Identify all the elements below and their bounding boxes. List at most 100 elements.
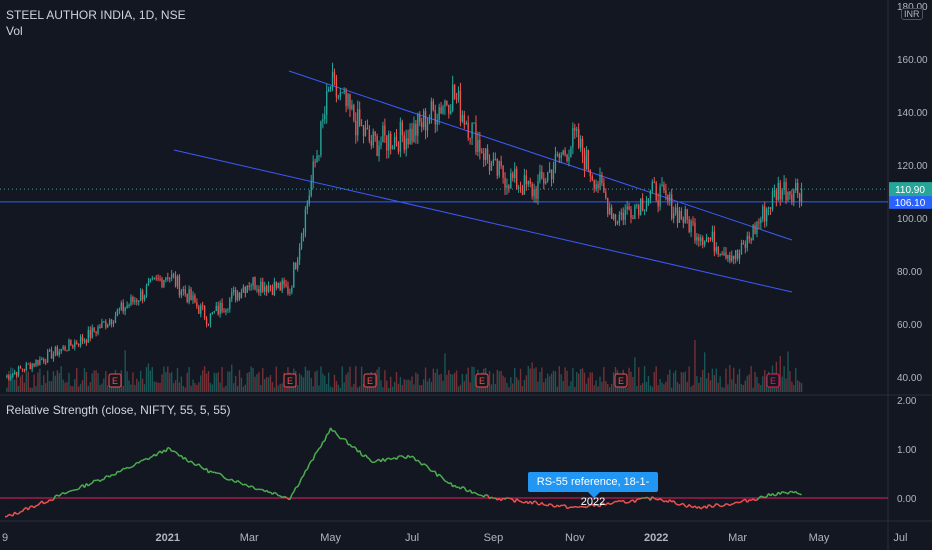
candle-body — [537, 180, 539, 199]
candle-body — [250, 285, 252, 287]
volume-bar — [550, 373, 553, 392]
rs-line-segment — [438, 473, 442, 477]
candle-body — [672, 213, 675, 219]
volume-bar — [326, 383, 328, 392]
volume-bar — [407, 379, 409, 392]
rs-line-segment — [289, 494, 293, 500]
candle-body — [227, 308, 229, 310]
rs-line-segment — [117, 470, 120, 473]
volume-bar — [165, 372, 167, 392]
volume-bar — [233, 383, 235, 392]
candle-body — [360, 125, 363, 127]
candle-body — [477, 139, 479, 153]
volume-bar — [696, 376, 698, 392]
volume-bar — [661, 382, 663, 392]
volume-bar — [351, 386, 353, 392]
volume-bar — [390, 376, 392, 392]
candle-body — [345, 90, 347, 107]
candle-body — [260, 281, 262, 293]
candle-body — [452, 84, 454, 111]
candle-body — [62, 346, 64, 349]
volume-bar — [537, 381, 539, 392]
candle-body — [151, 278, 153, 280]
candle-body — [548, 169, 551, 173]
rs-line-segment — [155, 452, 159, 457]
volume-bar — [74, 379, 76, 392]
candle-body — [147, 282, 150, 286]
volume-bar — [238, 370, 241, 392]
candle-body — [512, 173, 514, 178]
rs-line-segment — [333, 430, 338, 435]
hline-label-bg — [889, 194, 932, 209]
volume-bar — [170, 372, 173, 392]
candle-body — [609, 207, 611, 215]
candle-body — [12, 373, 14, 377]
candle-body — [41, 359, 43, 361]
candle-body — [23, 369, 26, 371]
candle-body — [178, 276, 181, 296]
candle-body — [800, 188, 803, 202]
volume-bar — [151, 367, 153, 392]
candle-body — [205, 317, 208, 324]
volume-bar — [595, 380, 597, 392]
rs-line-segment — [634, 499, 638, 503]
candle-body — [89, 330, 91, 338]
candle-body — [481, 151, 483, 154]
candle-body — [196, 302, 198, 307]
volume-bar — [217, 372, 219, 392]
volume-bar — [798, 381, 801, 392]
volume-bar — [554, 371, 557, 392]
time-tick-label: 2022 — [644, 532, 668, 544]
candle-body — [407, 138, 409, 145]
candle-body — [762, 206, 764, 220]
volume-bar — [145, 367, 148, 392]
volume-bar — [103, 378, 105, 392]
candle-body — [453, 84, 456, 99]
rs-line-segment — [572, 505, 576, 509]
volume-bar — [380, 380, 382, 392]
rs-line-segment — [483, 494, 487, 498]
volume-bar — [6, 387, 8, 392]
rs-line-segment — [795, 491, 799, 495]
volume-bar — [405, 379, 407, 392]
rs-line-segment — [640, 497, 643, 500]
candle-body — [370, 140, 372, 146]
rs-line-segment — [345, 439, 349, 446]
volume-bar — [163, 366, 165, 392]
candle-body — [508, 185, 510, 189]
candle-body — [281, 280, 283, 291]
currency-badge[interactable]: INR — [901, 8, 923, 20]
candle-body — [583, 155, 586, 170]
candle-body — [659, 186, 661, 207]
volume-bar — [99, 385, 101, 392]
candle-body — [587, 149, 590, 170]
candle-body — [665, 190, 667, 195]
rs-line-segment — [535, 501, 539, 506]
rs-line-segment — [151, 453, 155, 457]
volume-bar — [442, 380, 444, 392]
candle-body — [56, 347, 59, 356]
rs-line-segment — [698, 506, 702, 510]
candle-body — [246, 285, 248, 293]
volume-bar — [729, 365, 731, 392]
rs-line-segment — [207, 470, 211, 474]
volume-bar — [200, 375, 202, 392]
rs-line-segment — [613, 500, 616, 504]
rs-line-segment — [248, 485, 252, 488]
volume-bar — [692, 385, 694, 392]
volume-bar — [136, 378, 138, 392]
candle-body — [603, 183, 605, 193]
volume-bar — [198, 382, 200, 392]
volume-bar — [314, 371, 316, 392]
candle-body — [29, 363, 31, 370]
candle-body — [546, 172, 549, 181]
volume-bar — [740, 384, 743, 392]
time-tick-label: Nov — [565, 532, 585, 544]
volume-bar — [492, 373, 495, 392]
volume-bar — [523, 379, 526, 392]
volume-bar — [347, 372, 349, 392]
candle-body — [46, 351, 49, 363]
rs-line-segment — [688, 503, 692, 508]
candle-body — [764, 206, 766, 222]
